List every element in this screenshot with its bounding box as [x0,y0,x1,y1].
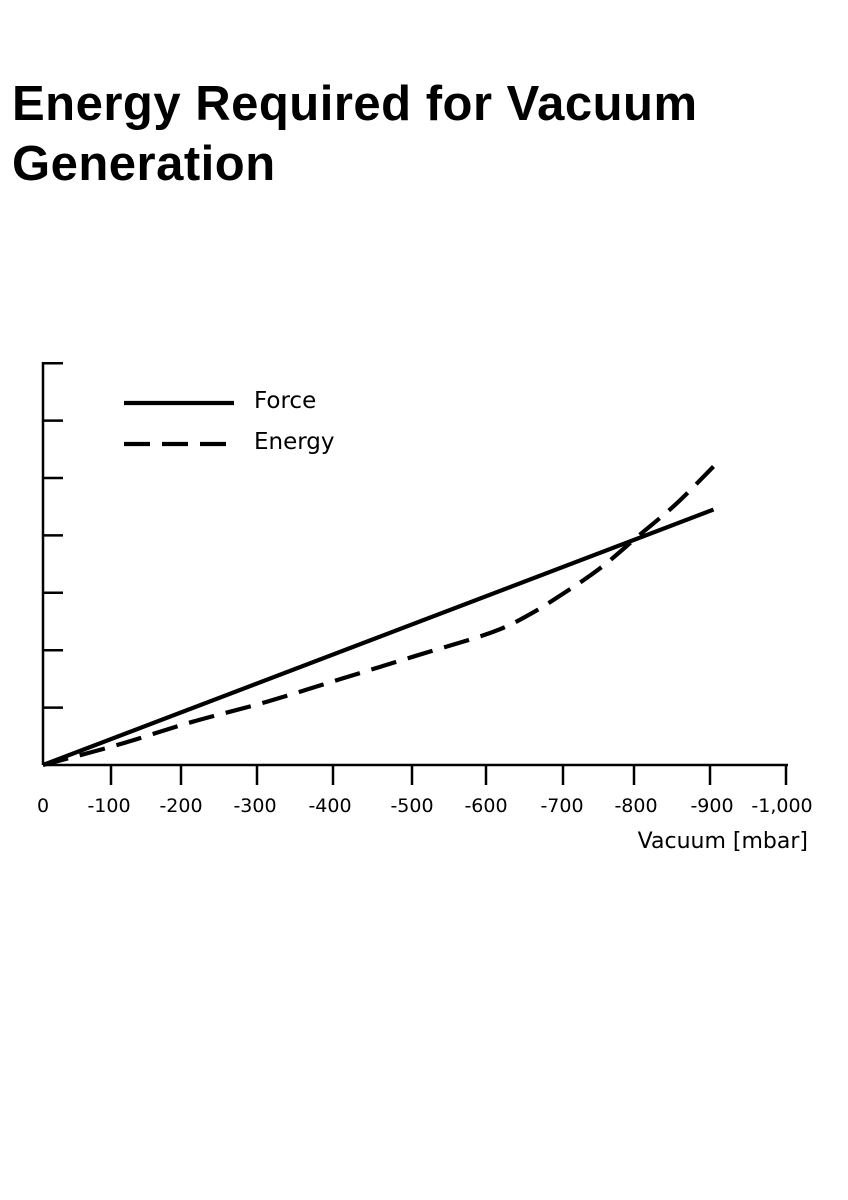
x-tick-label: -700 [540,795,583,817]
series-lines [42,465,715,768]
x-tick-label: -600 [464,795,507,817]
x-tick-label: -900 [690,795,733,817]
x-tick-label: -200 [159,795,202,817]
x-tick-label: -400 [308,795,351,817]
legend-label-force: Force [254,388,316,414]
x-tick-label: -800 [614,795,657,817]
x-tick-label: -500 [390,795,433,817]
x-axis: 0 -100 -200 -300 -400 -500 -600 -700 -800 -900 -1,… [37,763,813,854]
x-tick-label: -100 [87,795,130,817]
legend: Force Energy [124,388,335,455]
series-line-energy [42,465,715,768]
x-axis-title: Vacuum [mbar] [638,829,808,854]
x-tick-label: 0 [37,795,49,817]
x-tick-label: -300 [233,795,276,817]
legend-label-energy: Energy [254,429,335,455]
y-axis [41,361,63,765]
page-title: Energy Required for Vacuum Generation [12,77,698,191]
x-tick-label: -1,000 [751,795,812,817]
series-line-force [42,507,715,767]
